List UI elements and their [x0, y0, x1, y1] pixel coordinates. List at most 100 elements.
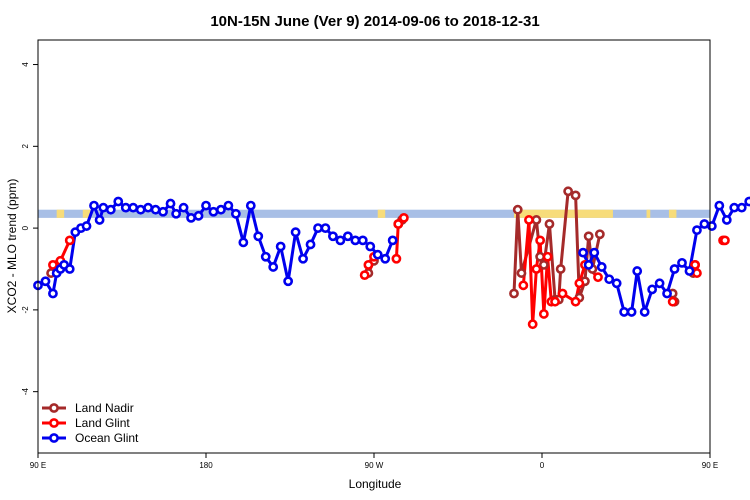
y-tick-label: 4	[21, 62, 30, 67]
ocean-glint-point	[81, 221, 92, 231]
ocean-glint-point	[171, 208, 182, 219]
ocean-glint-point	[372, 249, 383, 260]
land-band-segment	[646, 209, 651, 218]
ocean-glint-point	[729, 202, 740, 213]
land-glint-point	[720, 235, 730, 246]
land-glint-point	[527, 319, 538, 330]
ocean-glint-point	[736, 202, 747, 213]
ocean-glint-point	[721, 215, 732, 225]
ocean-glint-point	[216, 204, 226, 215]
ocean-glint-point	[64, 264, 75, 274]
ocean-glint-point	[298, 253, 308, 264]
legend-label: Land Nadir	[75, 401, 134, 415]
land-nadir-point	[570, 190, 581, 201]
ocean-glint-point	[619, 307, 630, 317]
land-glint-point	[574, 278, 585, 289]
legend-label: Ocean Glint	[75, 431, 139, 445]
series-points	[33, 186, 750, 330]
ocean-glint-point	[260, 251, 271, 262]
ocean-glint-point	[40, 276, 51, 287]
ocean-glint-point	[357, 235, 368, 246]
legend-swatch-marker	[49, 433, 59, 443]
ocean-glint-point	[230, 208, 241, 219]
ocean-glint-point	[611, 278, 622, 289]
land-glint-point	[359, 270, 370, 281]
ocean-glint-point	[380, 253, 391, 264]
ocean-glint-point	[350, 235, 361, 246]
land-band-segment	[56, 209, 65, 218]
ocean-glint-point	[186, 212, 196, 223]
y-tick-label: 2	[21, 144, 30, 149]
ocean-glint-point	[48, 288, 58, 299]
x-tick-label: 90 E	[702, 461, 718, 470]
land-glint-point	[557, 288, 568, 299]
land-nadir-point	[583, 231, 594, 242]
ocean-glint-point	[626, 307, 637, 317]
ocean-glint-point	[178, 202, 189, 213]
ocean-glint-point	[120, 202, 131, 213]
y-tick-label: -4	[21, 388, 30, 396]
land-glint-point	[64, 235, 75, 246]
land-nadir-point	[516, 268, 527, 278]
ocean-glint-point	[290, 227, 301, 238]
ocean-glint-point	[365, 241, 376, 252]
legend-swatch-marker	[49, 418, 59, 428]
legend-swatch-marker	[49, 403, 59, 413]
land-band-segment	[514, 209, 613, 218]
ocean-glint-point	[684, 266, 695, 276]
ocean-glint-point	[692, 225, 702, 236]
land-nadir-point	[544, 219, 555, 229]
ocean-glint-point	[113, 196, 124, 207]
ocean-glint-point	[253, 231, 264, 242]
x-axis-label: Longitude	[349, 477, 402, 491]
ocean-glint-point	[283, 276, 294, 287]
y-tick-label: -2	[21, 306, 30, 314]
ocean-band	[38, 209, 710, 218]
y-tick-label: 0	[21, 225, 30, 230]
land-glint-point	[593, 272, 603, 283]
land-glint-point	[550, 296, 560, 307]
ocean-glint-point	[677, 257, 687, 268]
ocean-glint-point	[583, 260, 594, 270]
land-glint-point	[535, 235, 546, 246]
land-nadir-point	[535, 251, 546, 262]
land-glint-point	[667, 296, 678, 307]
x-tick-label: 0	[540, 461, 545, 470]
legend-label: Land Glint	[75, 416, 130, 430]
ocean-glint-point	[223, 200, 234, 211]
land-glint-point	[531, 264, 542, 274]
ocean-glint-point	[313, 223, 323, 233]
ocean-glint-point	[714, 200, 725, 211]
ocean-glint-point	[135, 204, 146, 215]
land-glint-point	[393, 219, 404, 229]
ocean-glint-point	[201, 200, 211, 211]
land-glint-point	[398, 212, 409, 223]
legend-item-land-glint: Land Glint	[42, 416, 130, 430]
ocean-glint-point	[387, 235, 398, 246]
ocean-glint-point	[342, 231, 353, 242]
land-glint-point	[542, 251, 553, 262]
land-nadir-point	[563, 186, 574, 197]
ocean-glint-point	[143, 202, 154, 213]
land-glint-point	[690, 260, 700, 270]
ocean-glint-point	[639, 307, 650, 317]
x-tick-label: 90 E	[30, 461, 46, 470]
land-glint-point	[518, 280, 529, 291]
legend-item-land-nadir: Land Nadir	[42, 401, 134, 415]
ocean-glint-point	[150, 204, 161, 215]
ocean-glint-point	[604, 274, 615, 285]
ocean-glint-point	[662, 288, 672, 299]
ocean-glint-point	[98, 202, 109, 213]
ocean-glint-point	[654, 278, 665, 289]
ocean-glint-point	[305, 239, 316, 250]
land-nadir-point	[509, 288, 519, 299]
ocean-glint-point	[589, 247, 600, 258]
ocean-glint-point	[328, 231, 338, 242]
ocean-glint-point	[578, 247, 588, 258]
land-band-segment	[82, 209, 91, 218]
y-axis-label: XCO2 - MLO trend (ppm)	[5, 179, 19, 314]
ocean-glint-point	[596, 262, 607, 272]
ocean-glint-point	[158, 206, 168, 217]
ocean-glint-point	[744, 196, 750, 207]
